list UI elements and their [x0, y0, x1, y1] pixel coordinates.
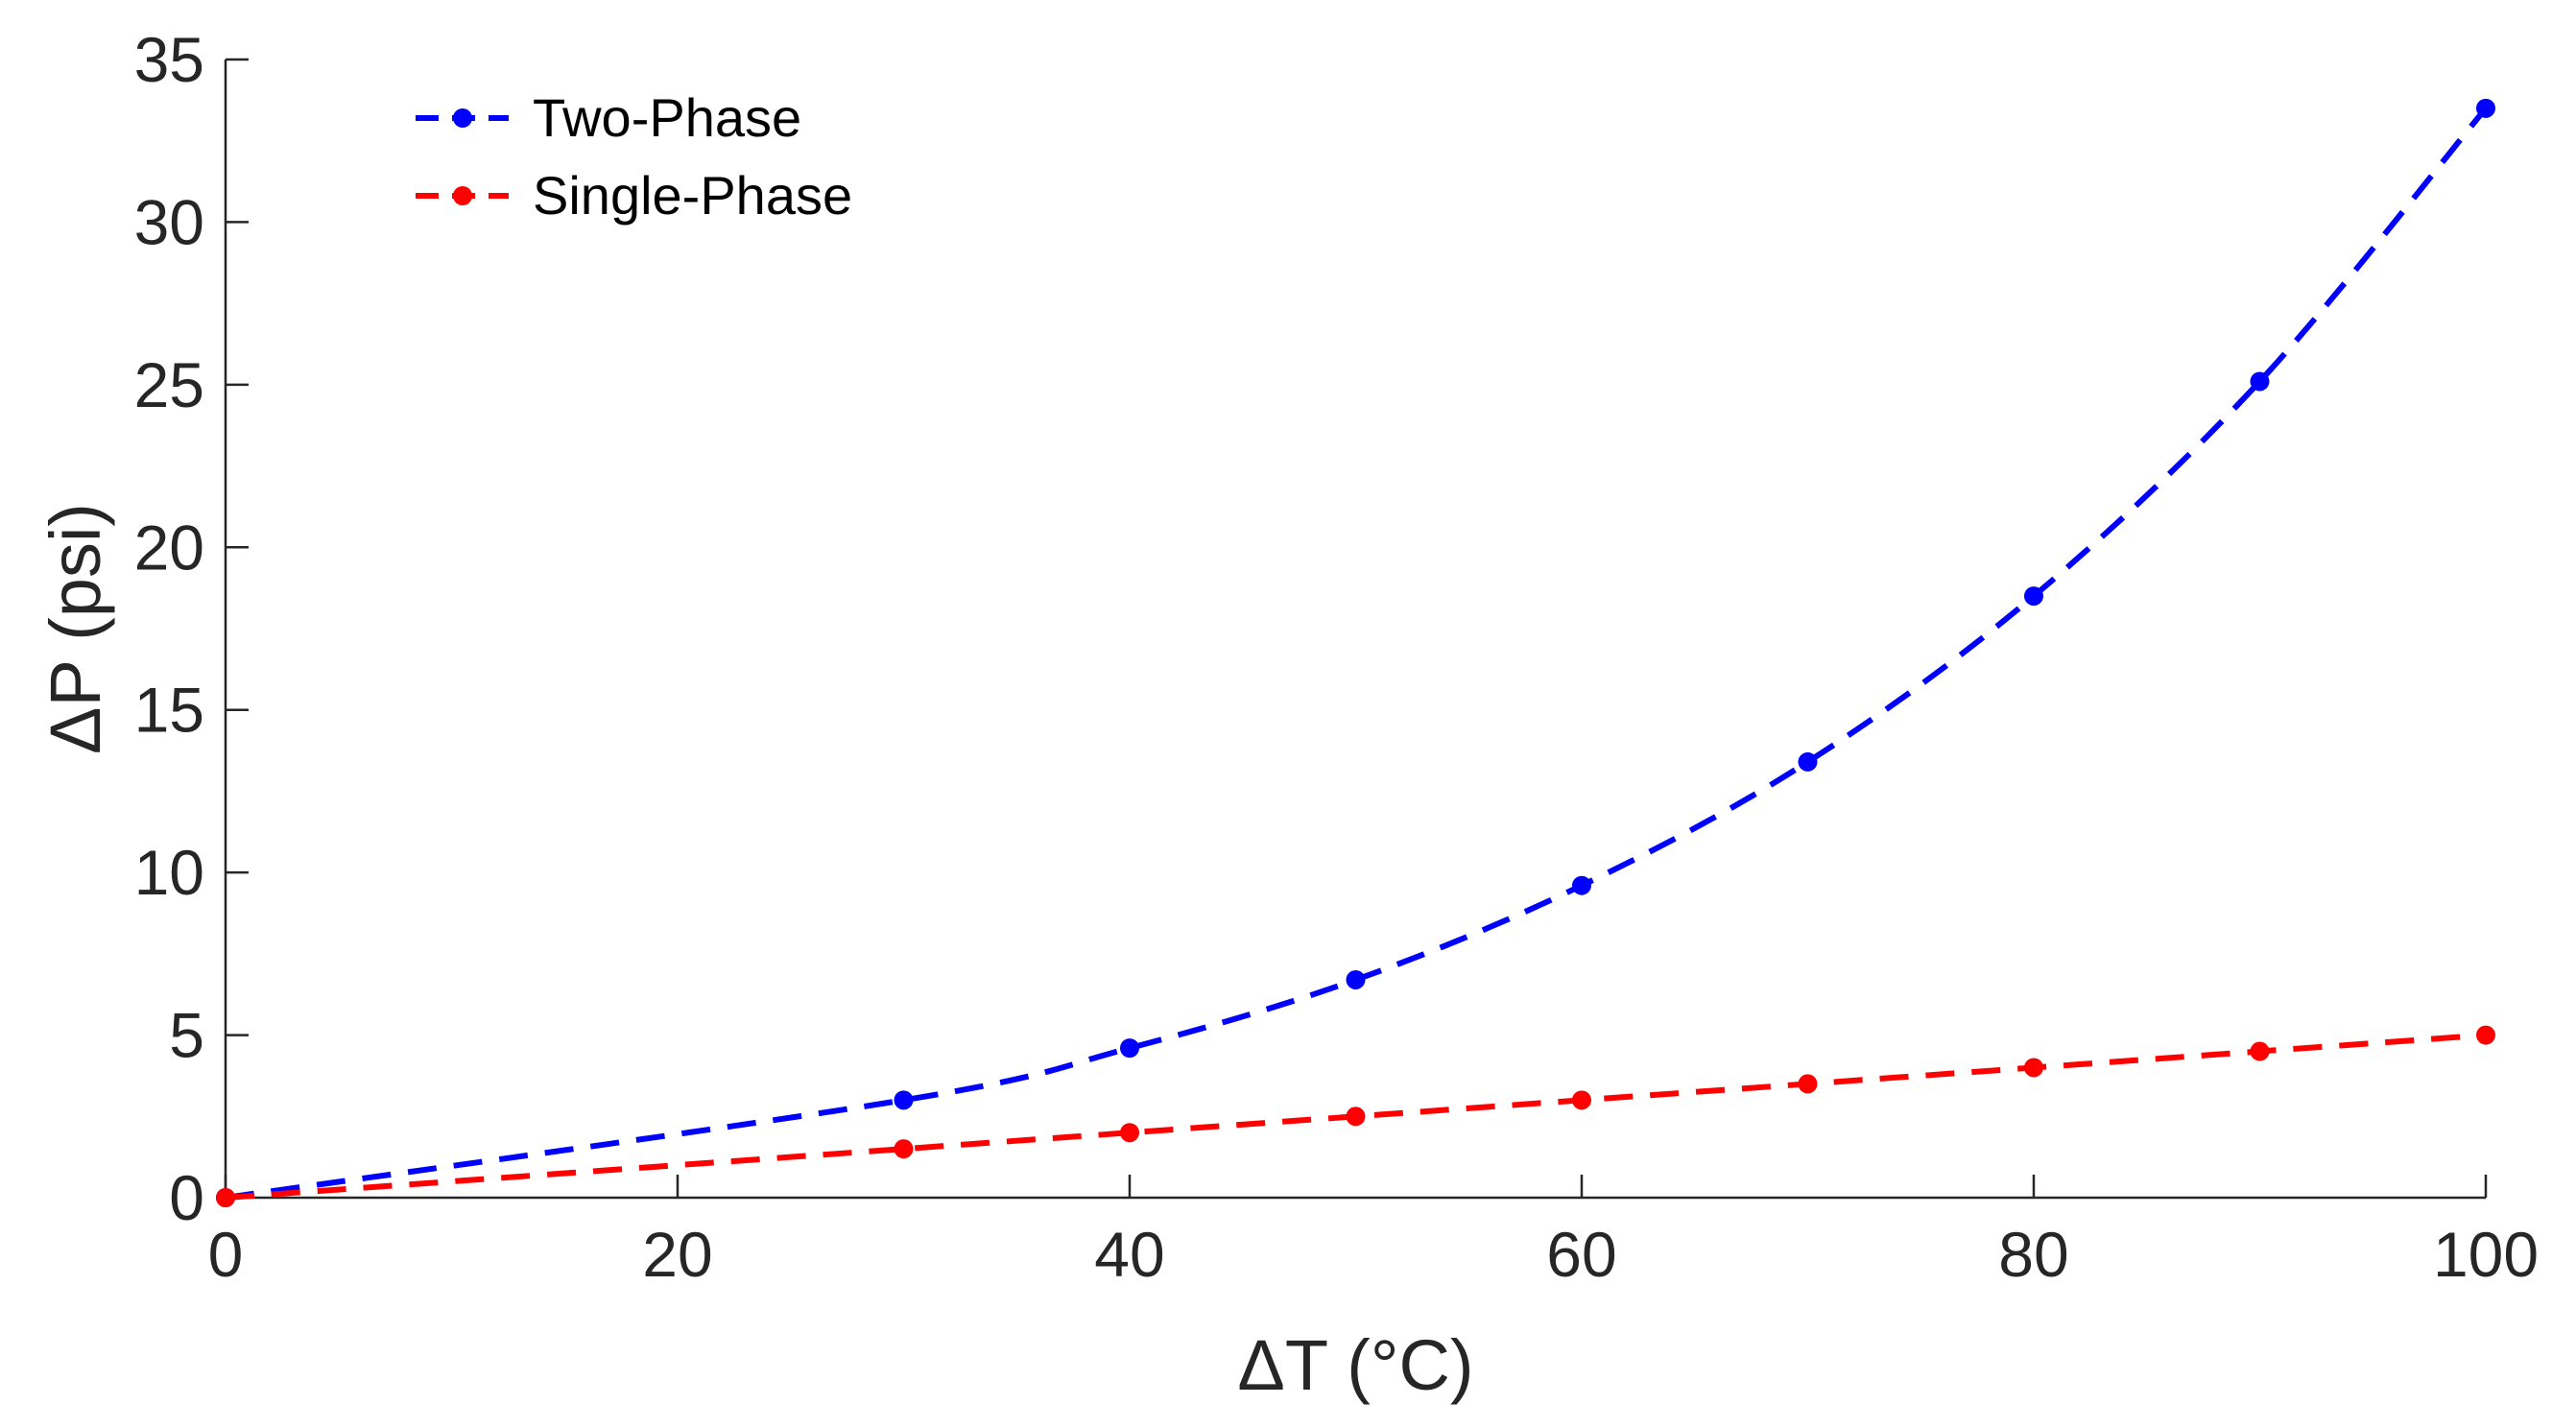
series-two-phase: [216, 98, 2495, 1207]
legend-label: Two-Phase: [533, 87, 801, 148]
data-point: [2250, 371, 2270, 392]
legend-item: Single-Phase: [416, 165, 852, 226]
data-point: [2024, 1058, 2043, 1078]
y-tick-label: 20: [134, 512, 204, 583]
series-line: [225, 1032, 2487, 1201]
data-point: [2476, 98, 2495, 118]
y-axis-title: ΔP (psi): [36, 503, 115, 754]
x-tick-label: 60: [1546, 1219, 1616, 1290]
x-tick-label: 20: [642, 1219, 712, 1290]
y-tick-label: 0: [169, 1162, 204, 1233]
series-layer: [216, 98, 2495, 1207]
series-line: [225, 106, 2489, 1201]
y-tick-label: 35: [134, 24, 204, 95]
data-point: [1572, 875, 1591, 895]
legend-marker: [453, 108, 472, 128]
data-point: [1798, 1074, 1818, 1094]
axes: 0 20 40 60 80 100 0 5 10 15 20 25 30 35: [134, 24, 2539, 1290]
data-point: [1572, 1090, 1591, 1110]
data-point: [894, 1139, 914, 1159]
data-point: [2476, 1025, 2495, 1045]
data-point: [2024, 586, 2043, 607]
x-tick-label: 100: [2433, 1219, 2539, 1290]
x-tick-label: 0: [208, 1219, 244, 1290]
data-point: [1120, 1038, 1139, 1059]
series-single-phase: [216, 1025, 2495, 1207]
x-tick-label: 80: [1998, 1219, 2068, 1290]
y-tick-label: 5: [169, 1000, 204, 1071]
legend-marker: [453, 186, 472, 205]
data-point: [216, 1188, 235, 1207]
data-point: [1346, 969, 1366, 989]
y-tick-label: 25: [134, 349, 204, 420]
y-tick-label: 30: [134, 186, 204, 257]
legend-label: Single-Phase: [533, 165, 852, 226]
data-point: [1346, 1107, 1366, 1127]
data-point: [2250, 1041, 2270, 1061]
data-point: [894, 1090, 914, 1110]
y-tick-label: 15: [134, 675, 204, 746]
data-point: [1798, 751, 1818, 772]
y-tick-label: 10: [134, 837, 204, 908]
legend-item: Two-Phase: [416, 87, 801, 148]
x-axis-title: ΔT (°C): [1237, 1325, 1473, 1405]
legend: Two-Phase Single-Phase: [416, 87, 852, 226]
data-point: [1120, 1123, 1139, 1143]
x-tick-label: 40: [1094, 1219, 1164, 1290]
